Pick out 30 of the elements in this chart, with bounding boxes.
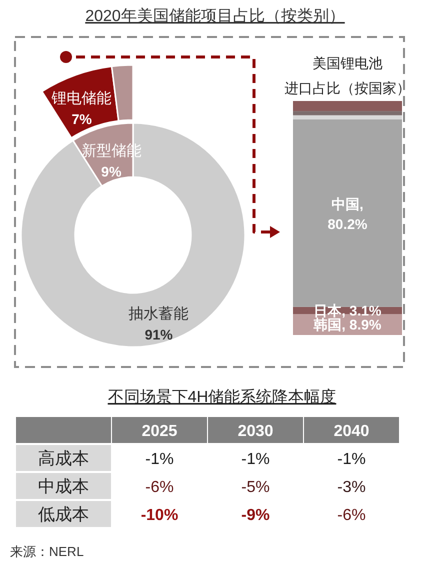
slice-label: 抽水蓄能 — [128, 306, 189, 323]
data-label: -1% — [241, 451, 270, 468]
data-label: -1% — [337, 451, 366, 468]
y-tick-label: 高成本 — [38, 449, 89, 468]
x-tick-label: 2025 — [142, 423, 178, 440]
bar — [293, 101, 402, 112]
data-label: 韩国, 8.9% — [312, 316, 382, 333]
data-label: 91% — [144, 326, 174, 343]
data-label: -3% — [337, 479, 366, 496]
y-tick-label: 中成本 — [38, 477, 89, 496]
chart-title: 2020年美国储能项目占比（按类别） — [85, 7, 345, 25]
data-label: -6% — [145, 479, 174, 496]
data-label: -6% — [337, 507, 366, 524]
data-label: 日本, 3.1% — [314, 302, 382, 319]
data-label: 7% — [72, 110, 92, 127]
data-label: -1% — [145, 451, 174, 468]
data-label: 中国, 80.2% — [328, 196, 368, 232]
bar — [293, 111, 402, 116]
data-label: -5% — [241, 479, 270, 496]
x-tick-label: 2040 — [334, 423, 370, 440]
chart-title: 美国锂电池进口占比（按国家） — [284, 55, 410, 96]
source-note: 来源：NERL — [10, 544, 84, 559]
data-label: -9% — [241, 507, 270, 524]
slice-label: 锂电储能 — [50, 90, 112, 107]
x-tick-label: 2030 — [238, 423, 274, 440]
bar — [293, 115, 402, 120]
data-label: 9% — [101, 163, 122, 180]
data-label: -10% — [140, 507, 178, 524]
y-tick-label: 低成本 — [38, 505, 89, 524]
chart-title: 不同场景下4H储能系统降本幅度 — [108, 388, 336, 406]
